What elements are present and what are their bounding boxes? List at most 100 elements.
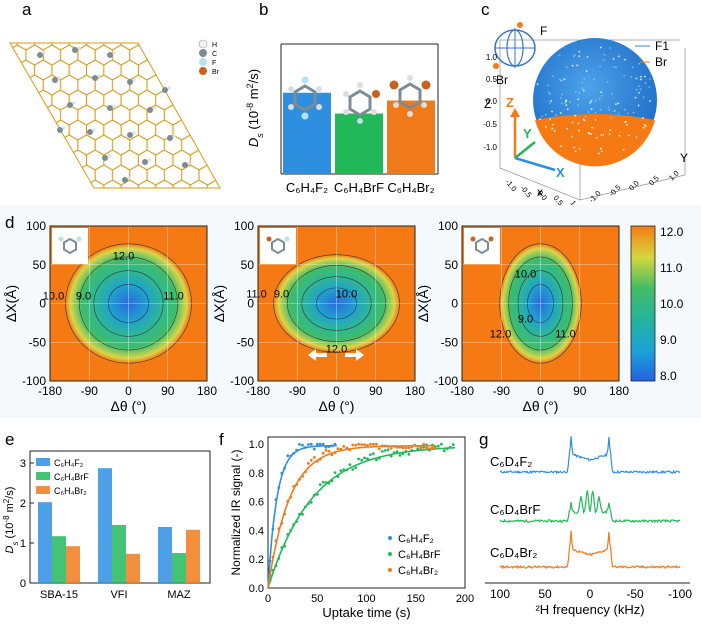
f-point — [321, 451, 325, 455]
contour-label: 12.0 — [113, 251, 134, 263]
f-point — [286, 454, 290, 458]
f-xlabel: Uptake time (s) — [322, 605, 410, 620]
contour-label: 12.0 — [326, 344, 347, 356]
atom-h-icon — [57, 76, 61, 80]
f-point — [392, 445, 396, 448]
panel-c: c F Br F1 Br Z 1.0 0.5 0.0 -0.5 -1.0 — [481, 0, 688, 212]
e-bar — [112, 525, 126, 583]
inset-atom — [58, 236, 64, 242]
legend-f-icon — [199, 58, 207, 66]
atom-h-icon — [167, 86, 171, 90]
speckle — [586, 56, 589, 58]
speckle — [594, 119, 597, 121]
f-point — [309, 458, 313, 462]
speckle — [612, 58, 615, 60]
inset-atom — [266, 236, 272, 242]
f-point — [327, 481, 331, 485]
f-point — [404, 450, 408, 453]
f-point — [274, 564, 278, 568]
f-point — [312, 456, 316, 459]
speckle — [610, 93, 613, 95]
f-point — [289, 529, 293, 532]
f-point — [401, 446, 405, 450]
f-point — [351, 468, 355, 471]
f-point — [354, 443, 358, 447]
f-point — [342, 445, 346, 448]
x-tick: -1.0 — [503, 178, 518, 194]
d-ytick: 50 — [445, 258, 459, 272]
f-point — [434, 446, 437, 450]
f-point — [348, 463, 352, 466]
atom-h-icon — [152, 106, 156, 110]
d-ylabel: ΔX(Å) — [415, 285, 431, 322]
f-point — [295, 483, 298, 486]
heatmap-1: 12.0 10.0 9.0 11.0 100 50 0 -50 -100-180 -90 0 90 18… — [3, 219, 217, 414]
cbar-tick: 10.0 — [660, 297, 684, 311]
speckle — [594, 112, 597, 114]
molecule-inset — [464, 228, 500, 264]
speckle — [577, 98, 580, 101]
atom-h-icon — [42, 51, 46, 55]
cbar-tick: 12.0 — [660, 225, 684, 239]
speckle — [566, 108, 569, 111]
speckle — [628, 134, 630, 137]
speckle — [578, 50, 581, 53]
speckle — [594, 99, 597, 102]
f-point — [295, 520, 298, 523]
molecule-c6h4br2-icon — [389, 75, 431, 117]
speckle — [553, 130, 556, 133]
f-legend-label: C₆H₄BrF — [398, 549, 441, 561]
speckle — [574, 90, 577, 93]
d-xtick: 90 — [573, 384, 587, 398]
e-bars — [38, 468, 200, 583]
g-label-f2: C₆D₄F₂ — [490, 454, 532, 469]
f-point — [428, 447, 431, 450]
f-point — [448, 445, 452, 449]
legend-c: C — [212, 51, 217, 58]
d-xtick: -90 — [493, 384, 511, 398]
panel-g: g 100 50 0 -50 -100 ²H frequency (kHz) C… — [479, 430, 692, 617]
f-point — [360, 458, 363, 462]
f-point — [271, 555, 275, 559]
f-point — [283, 466, 287, 470]
atom-h-icon — [172, 134, 176, 138]
f-ytick: 0.8 — [249, 468, 264, 480]
g-spectrum — [499, 436, 681, 475]
f-point — [372, 452, 375, 455]
molecule-c6h4brf-icon — [343, 82, 380, 124]
f-point — [339, 447, 343, 451]
zeolite-framework — [9, 42, 221, 189]
speckle — [590, 100, 593, 102]
atom-h-icon — [107, 154, 111, 158]
speckle — [565, 100, 568, 103]
contour-label: 11.0 — [163, 291, 184, 303]
d-ylabel: ΔX(Å) — [211, 285, 227, 322]
speckle — [589, 101, 592, 104]
speckle — [627, 112, 629, 115]
d-ytick: -100 — [230, 374, 254, 388]
speckle — [624, 58, 626, 61]
speckle — [551, 123, 554, 126]
d-ytick: 100 — [438, 219, 458, 233]
molecule-icon — [107, 105, 113, 111]
atom-h-icon — [132, 78, 136, 82]
molecule-icon — [127, 79, 133, 85]
f-point — [336, 447, 340, 451]
heatmap-3: 10.0 9.0 12.0 11.0 100 50 0 -50 -100-180 -90 0 90 18… — [415, 219, 629, 414]
f-point — [386, 445, 390, 448]
molecule-icon — [107, 52, 113, 58]
f-point — [375, 458, 378, 462]
speckle — [571, 135, 573, 138]
f-point — [389, 446, 393, 450]
f-point — [318, 457, 322, 461]
f-point — [330, 444, 334, 448]
g-spectrum — [499, 490, 681, 524]
b-ylabel: Ds (10-8 m2/s) — [245, 69, 265, 147]
f-point — [298, 477, 301, 481]
f-legend-marker — [388, 568, 392, 572]
molecule-inset-icon — [475, 237, 489, 255]
contour-label: 12.0 — [490, 329, 511, 341]
f-point — [280, 546, 284, 549]
speckle — [563, 78, 566, 80]
